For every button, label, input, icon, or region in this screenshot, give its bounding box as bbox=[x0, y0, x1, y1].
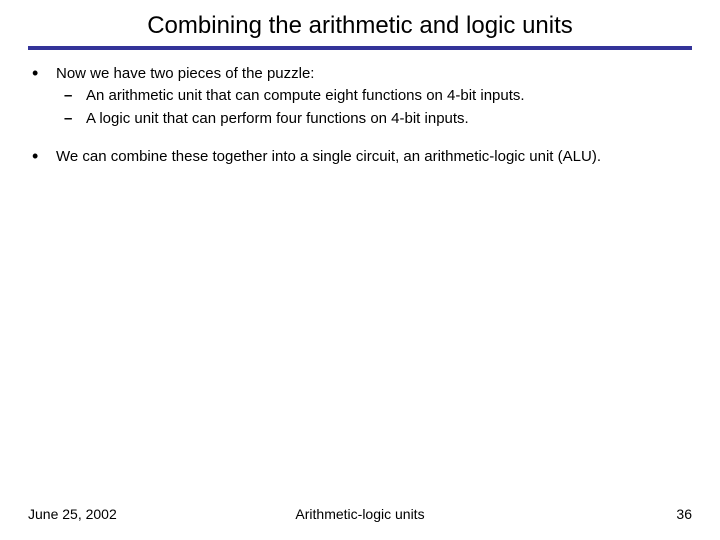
bullet-item: • We can combine these together into a s… bbox=[30, 147, 686, 167]
footer-page-number: 36 bbox=[676, 506, 692, 522]
footer-center: Arithmetic-logic units bbox=[28, 506, 692, 522]
dash-icon: – bbox=[64, 86, 86, 106]
sub-text: An arithmetic unit that can compute eigh… bbox=[86, 86, 686, 106]
sub-list: – An arithmetic unit that can compute ei… bbox=[56, 86, 686, 129]
sub-item: – An arithmetic unit that can compute ei… bbox=[56, 86, 686, 106]
bullet-body: Now we have two pieces of the puzzle: – … bbox=[56, 64, 686, 129]
bullet-icon: • bbox=[30, 147, 56, 167]
dash-icon: – bbox=[64, 109, 86, 129]
bullet-text: Now we have two pieces of the puzzle: bbox=[56, 65, 314, 82]
footer-date: June 25, 2002 bbox=[28, 506, 117, 522]
bullet-body: We can combine these together into a sin… bbox=[56, 147, 686, 167]
bullet-text: We can combine these together into a sin… bbox=[56, 148, 601, 165]
title-rule bbox=[28, 46, 692, 50]
slide-title: Combining the arithmetic and logic units bbox=[28, 12, 692, 40]
slide-footer: Arithmetic-logic units June 25, 2002 36 bbox=[28, 506, 692, 522]
sub-item: – A logic unit that can perform four fun… bbox=[56, 109, 686, 129]
slide-content: • Now we have two pieces of the puzzle: … bbox=[28, 64, 692, 167]
sub-text: A logic unit that can perform four funct… bbox=[86, 109, 686, 129]
slide: Combining the arithmetic and logic units… bbox=[0, 0, 720, 540]
bullet-item: • Now we have two pieces of the puzzle: … bbox=[30, 64, 686, 129]
bullet-icon: • bbox=[30, 64, 56, 84]
